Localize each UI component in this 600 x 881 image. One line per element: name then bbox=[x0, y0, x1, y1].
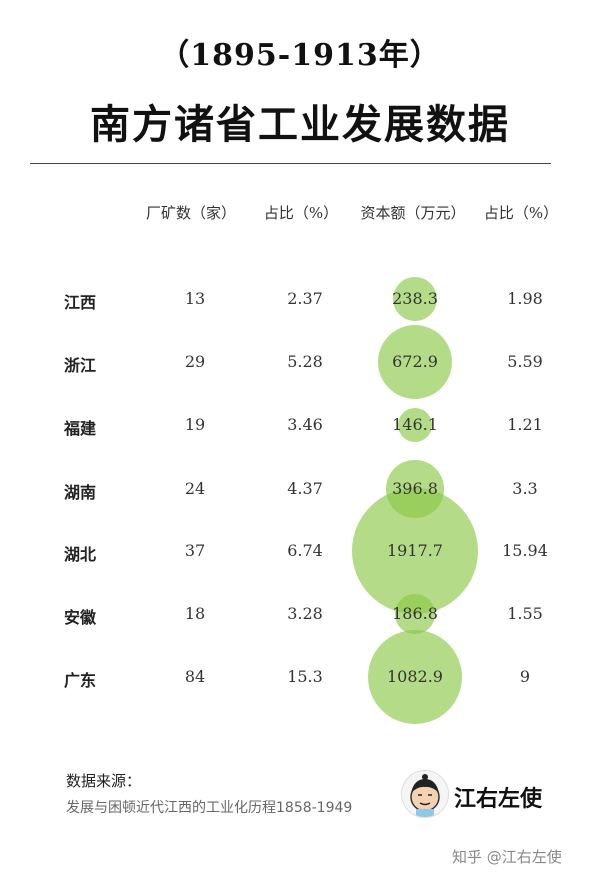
capital-bubble bbox=[352, 488, 478, 614]
capital-share-value: 1.55 bbox=[507, 604, 543, 623]
factory-share-value: 6.74 bbox=[287, 541, 323, 560]
factory-share-value: 4.37 bbox=[287, 479, 323, 498]
column-header-capital: 资本额（万元） bbox=[360, 204, 466, 222]
capital-bubble bbox=[395, 594, 435, 634]
province-label: 福建 bbox=[64, 419, 97, 438]
brand-name: 江右左使 bbox=[454, 787, 543, 812]
province-label: 湖南 bbox=[64, 483, 97, 502]
factories-value: 13 bbox=[184, 289, 206, 308]
factory-share-value: 15.3 bbox=[287, 667, 323, 686]
capital-bubble bbox=[392, 276, 438, 322]
capital-value: 396.8 bbox=[392, 479, 438, 498]
factories-value: 84 bbox=[184, 667, 206, 686]
source-text: 发展与困顿近代江西的工业化历程1858-1949 bbox=[66, 800, 353, 816]
capital-share-value: 9 bbox=[519, 667, 531, 686]
factory-share-value: 5.28 bbox=[287, 352, 323, 371]
province-label: 江西 bbox=[64, 293, 97, 312]
capital-bubble bbox=[377, 324, 453, 400]
capital-value: 186.8 bbox=[392, 604, 438, 623]
province-label: 浙江 bbox=[64, 356, 97, 375]
chart-subtitle: （1895-1913年） bbox=[159, 38, 441, 73]
factories-value: 37 bbox=[184, 541, 206, 560]
capital-bubble bbox=[397, 407, 433, 443]
factories-value: 19 bbox=[184, 415, 206, 434]
capital-value: 146.1 bbox=[392, 415, 438, 434]
capital-value: 1082.9 bbox=[387, 667, 443, 686]
capital-share-value: 3.3 bbox=[512, 479, 538, 498]
province-label: 安徽 bbox=[64, 608, 97, 627]
province-label: 湖北 bbox=[64, 545, 97, 564]
capital-value: 1917.7 bbox=[387, 541, 443, 560]
watermark: 知乎 @江右左使 bbox=[452, 848, 562, 866]
capital-bubble bbox=[367, 629, 463, 725]
capital-share-value: 15.94 bbox=[502, 541, 548, 560]
factory-share-value: 3.46 bbox=[287, 415, 323, 434]
capital-value: 672.9 bbox=[392, 352, 438, 371]
factories-value: 24 bbox=[184, 479, 206, 498]
divider bbox=[30, 163, 551, 164]
province-label: 广东 bbox=[64, 671, 97, 690]
column-header-factories: 厂矿数（家） bbox=[145, 204, 236, 222]
source-title: 数据来源： bbox=[66, 772, 142, 790]
author-avatar bbox=[401, 770, 449, 818]
column-header-capital-share: 占比（%） bbox=[483, 204, 559, 222]
column-header-factory-share: 占比（%） bbox=[263, 204, 339, 222]
capital-share-value: 5.59 bbox=[507, 352, 543, 371]
capital-value: 238.3 bbox=[392, 289, 438, 308]
chart-title: 南方诸省工业发展数据 bbox=[90, 101, 510, 148]
factory-share-value: 3.28 bbox=[287, 604, 323, 623]
capital-share-value: 1.98 bbox=[507, 289, 543, 308]
factories-value: 18 bbox=[184, 604, 206, 623]
cartoon-face-icon bbox=[410, 774, 440, 817]
capital-share-value: 1.21 bbox=[507, 415, 543, 434]
factory-share-value: 2.37 bbox=[287, 289, 323, 308]
factories-value: 29 bbox=[184, 352, 206, 371]
